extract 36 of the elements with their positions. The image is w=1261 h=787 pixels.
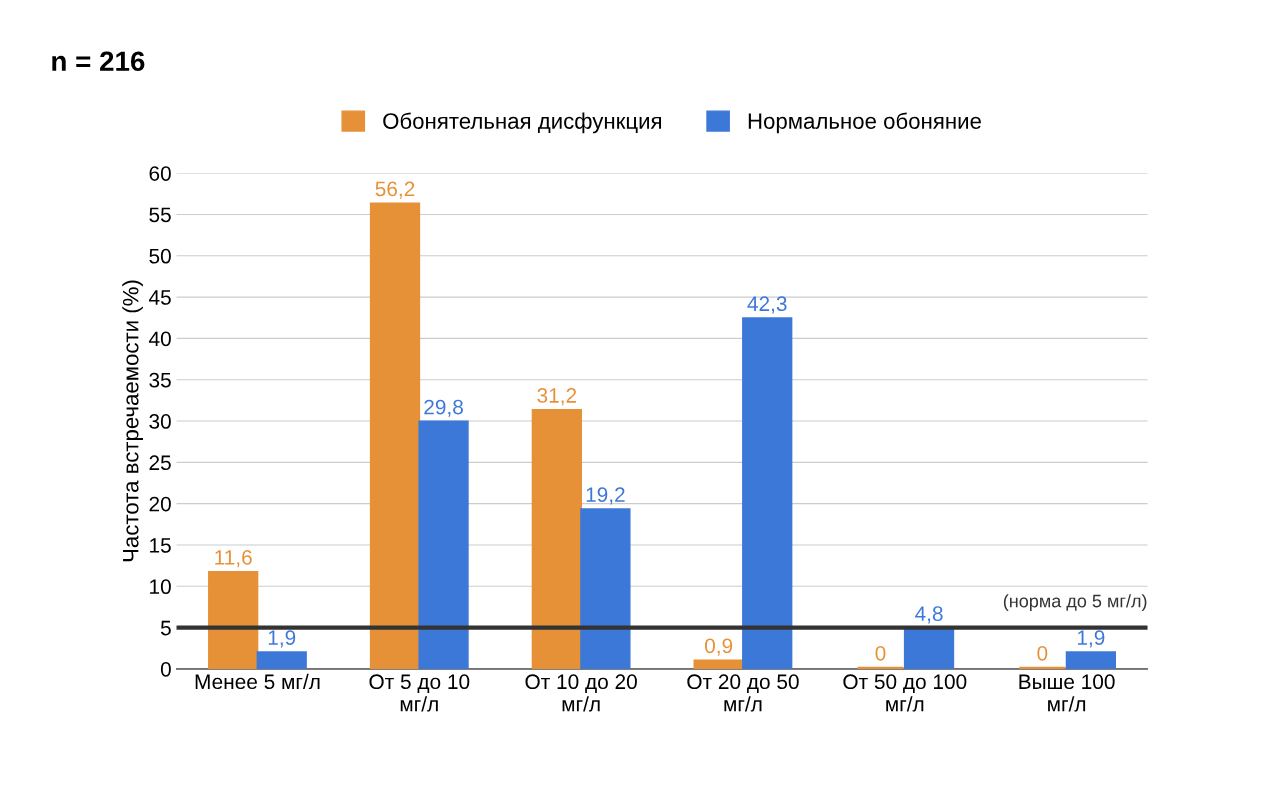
y-tick-label: 45 [148, 290, 171, 305]
legend-label: Нормальное обоняние [748, 112, 981, 134]
legend-label: Обонятельная дисфункция [383, 112, 662, 134]
data-label: 56,2 [375, 181, 415, 199]
x-tick-label: Менее 5 мг/л [195, 673, 320, 690]
data-label: 1,9 [1077, 630, 1105, 648]
data-label: 1,9 [268, 630, 296, 648]
x-tick-label: От 50 до 100 мг/л [843, 674, 967, 712]
y-tick-label: 5 [160, 620, 171, 636]
y-tick-label: 25 [149, 455, 171, 471]
x-tick-label: От 5 до 10 мг/л [369, 674, 470, 712]
data-label: 19,2 [586, 487, 625, 505]
y-tick-label: 55 [149, 207, 171, 223]
x-tick-label: Выше 100 мг/л [1019, 674, 1115, 712]
y-tick-label: 10 [150, 579, 171, 595]
y-tick-label: 15 [150, 538, 171, 553]
data-label: 0,9 [705, 638, 733, 656]
y-tick-label: 40 [148, 331, 171, 347]
data-label: 11,6 [215, 550, 252, 568]
data-label: 31,2 [537, 388, 577, 406]
data-label: 0 [1037, 645, 1048, 661]
x-tick-label: От 10 до 20 мг/л [525, 674, 637, 712]
y-axis-title: Частота встречаемости (%) [122, 280, 143, 562]
data-label: 29,8 [424, 399, 463, 417]
x-tick-label: От 20 до 50 мг/л [687, 674, 799, 712]
ref-line-label: (норма до 5 мг/л) [1003, 594, 1147, 611]
y-tick-label: 35 [149, 372, 171, 388]
data-label: 0 [875, 645, 886, 661]
data-label: 42,3 [747, 296, 787, 314]
chart-title: n = 216 [52, 51, 145, 72]
y-tick-label: 50 [149, 248, 171, 264]
y-tick-label: 20 [149, 496, 171, 512]
y-tick-label: 30 [149, 414, 171, 429]
data-label: 4,8 [915, 606, 943, 624]
y-tick-label: 0 [160, 661, 171, 677]
y-tick-label: 60 [149, 166, 171, 181]
